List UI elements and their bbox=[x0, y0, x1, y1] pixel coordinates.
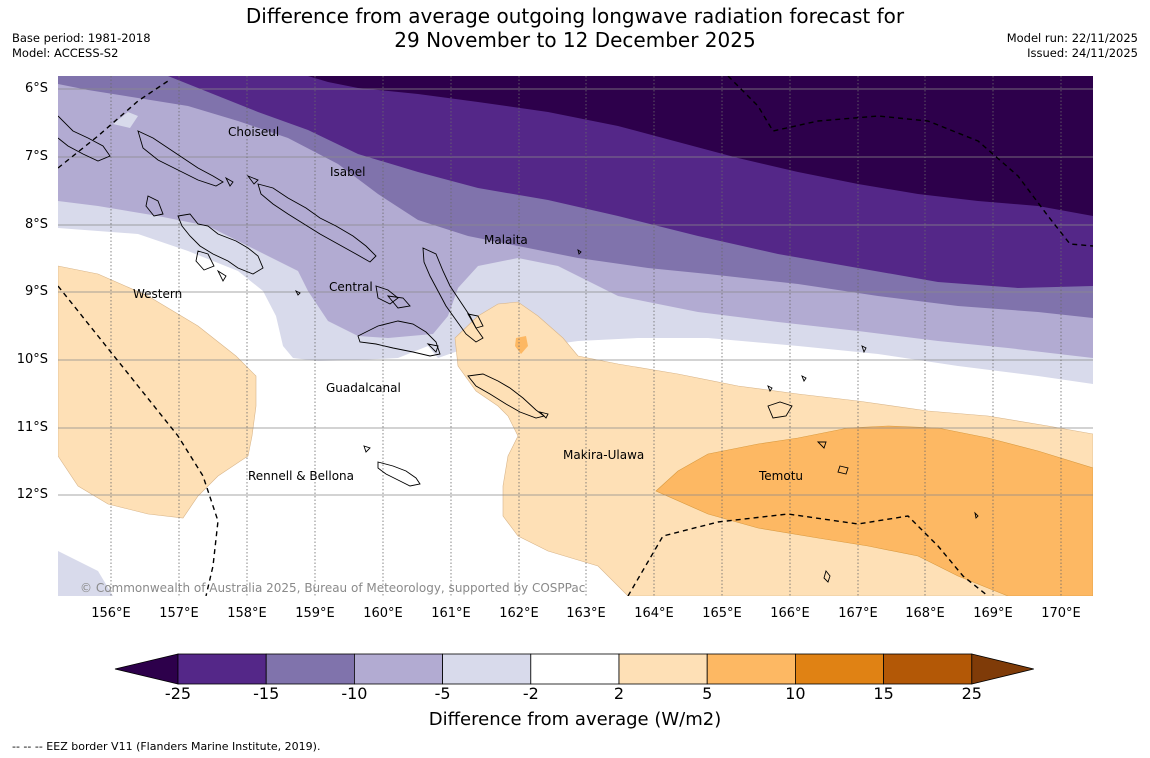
meta-left: Base period: 1981-2018 Model: ACCESS-S2 bbox=[12, 31, 151, 61]
island-vella-lavella bbox=[145, 195, 164, 217]
lon-label-169e: 169°E bbox=[973, 606, 1013, 621]
band-5-to-10 bbox=[655, 425, 1093, 596]
colorbar-segment bbox=[795, 653, 885, 685]
label-guadalcanal: Guadalcanal bbox=[326, 381, 401, 395]
lon-label-170e: 170°E bbox=[1041, 606, 1081, 621]
island-choiseul bbox=[137, 130, 224, 187]
island-isabel bbox=[257, 183, 377, 263]
map-svg: Choiseul Isabel Malaita Central Western … bbox=[58, 76, 1093, 596]
coastlines bbox=[58, 115, 979, 583]
colorbar-segment bbox=[177, 653, 267, 685]
island-guadalcanal bbox=[357, 320, 441, 357]
lon-label-159e: 159°E bbox=[295, 606, 335, 621]
colorbar-segment bbox=[265, 653, 355, 685]
label-rennell-bellona: Rennell & Bellona bbox=[248, 469, 354, 483]
lat-label-9s: 9°S bbox=[24, 284, 48, 299]
lon-label-163e: 163°E bbox=[566, 606, 606, 621]
lon-label-168e: 168°E bbox=[905, 606, 945, 621]
colorbar-segment bbox=[442, 653, 532, 685]
colorbar-extend-high bbox=[971, 653, 1034, 685]
island-santa-cruz bbox=[767, 401, 793, 419]
island-new-georgia bbox=[177, 213, 264, 275]
lon-label-161e: 161°E bbox=[431, 606, 471, 621]
label-central: Central bbox=[329, 280, 373, 294]
label-western: Western bbox=[133, 287, 182, 301]
model-name: Model: ACCESS-S2 bbox=[12, 46, 119, 60]
colorbar-segment bbox=[530, 653, 620, 685]
lat-label-6s: 6°S bbox=[24, 81, 48, 96]
lon-label-162e: 162°E bbox=[499, 606, 539, 621]
eez-border bbox=[58, 76, 1093, 596]
colorbar-segment bbox=[706, 653, 796, 685]
colorbar-segment bbox=[353, 653, 443, 685]
island-rennell bbox=[377, 461, 421, 487]
lat-label-10s: 10°S bbox=[16, 352, 48, 367]
lat-label-8s: 8°S bbox=[24, 217, 48, 232]
colorbar-tick-label: -5 bbox=[434, 684, 451, 703]
title-line-2: 29 November to 12 December 2025 bbox=[394, 28, 756, 52]
colorbar-extend-low bbox=[114, 653, 179, 685]
lon-label-157e: 157°E bbox=[159, 606, 199, 621]
lon-label-156e: 156°E bbox=[91, 606, 131, 621]
band-minus-sw bbox=[58, 551, 113, 596]
label-makira-ulawa: Makira-Ulawa bbox=[563, 448, 644, 462]
colorbar-segment bbox=[618, 653, 708, 685]
island-malaita bbox=[422, 247, 484, 343]
island-central-florida bbox=[375, 285, 399, 305]
colorbar-tick-label: -2 bbox=[522, 684, 539, 703]
label-temotu: Temotu bbox=[758, 469, 803, 483]
lon-label-164e: 164°E bbox=[634, 606, 674, 621]
colorbar-title: Difference from average (W/m2) bbox=[428, 709, 722, 730]
title-line-1: Difference from average outgoing longwav… bbox=[245, 4, 905, 28]
base-period: Base period: 1981-2018 bbox=[12, 31, 151, 45]
lon-label-165e: 165°E bbox=[702, 606, 742, 621]
colorbar bbox=[114, 653, 1034, 685]
lon-label-158e: 158°E bbox=[227, 606, 267, 621]
eez-legend-note: -- -- -- EEZ border V11 (Flanders Marine… bbox=[12, 740, 321, 753]
map-panel: Choiseul Isabel Malaita Central Western … bbox=[58, 76, 1093, 596]
lon-label-160e: 160°E bbox=[363, 606, 403, 621]
lat-label-12s: 12°S bbox=[16, 487, 48, 502]
colorbar-segment bbox=[883, 653, 973, 685]
lat-label-11s: 11°S bbox=[16, 420, 48, 435]
label-choiseul: Choiseul bbox=[228, 125, 279, 139]
colorbar-tick-label: 2 bbox=[613, 684, 625, 703]
province-labels: Choiseul Isabel Malaita Central Western … bbox=[133, 125, 803, 483]
colorbar-tick-label: 10 bbox=[785, 684, 806, 703]
label-malaita: Malaita bbox=[484, 233, 528, 247]
chart-title: Difference from average outgoing longwav… bbox=[0, 4, 1150, 52]
copyright-text: © Commonwealth of Australia 2025, Bureau… bbox=[80, 581, 585, 595]
colorbar-tick-label: -15 bbox=[253, 684, 280, 703]
lat-label-7s: 7°S bbox=[24, 149, 48, 164]
band-2-to-5-west bbox=[58, 265, 257, 519]
meta-right: Model run: 22/11/2025 Issued: 24/11/2025 bbox=[1007, 31, 1138, 61]
lon-label-167e: 167°E bbox=[838, 606, 878, 621]
label-isabel: Isabel bbox=[330, 165, 365, 179]
colorbar-tick-label: -25 bbox=[164, 684, 192, 703]
grid-lines bbox=[58, 88, 1093, 496]
colorbar-tick-label: 15 bbox=[873, 684, 894, 703]
colorbar-tick-label: 25 bbox=[961, 684, 982, 703]
island-bougainville-area bbox=[58, 115, 111, 162]
band-below-minus-25 bbox=[308, 76, 1093, 216]
lon-label-166e: 166°E bbox=[770, 606, 810, 621]
colorbar-tick-label: -10 bbox=[341, 684, 368, 703]
colorbar-tick-label: 5 bbox=[702, 684, 713, 703]
issued-date: Issued: 24/11/2025 bbox=[1027, 46, 1138, 60]
model-run: Model run: 22/11/2025 bbox=[1006, 31, 1138, 45]
